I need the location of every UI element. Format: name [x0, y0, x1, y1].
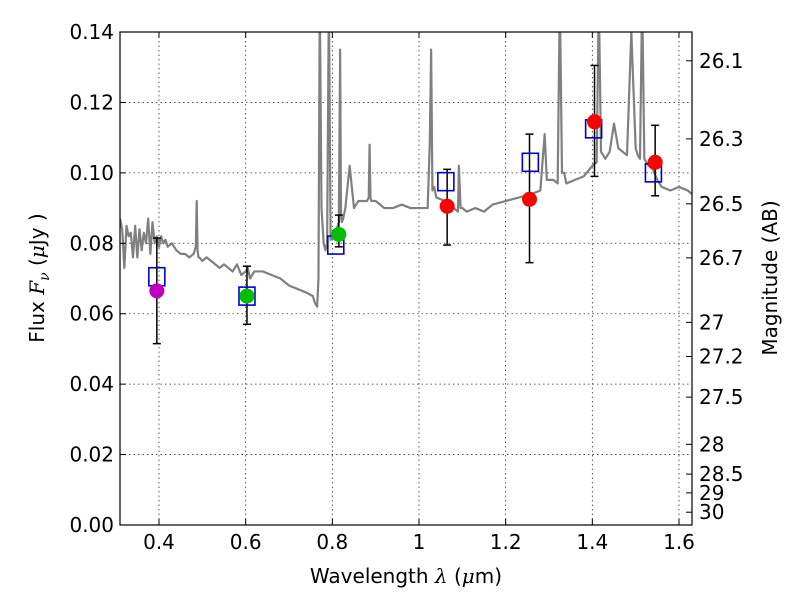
observed-point: [439, 198, 455, 214]
y-label-unit: Jy ): [25, 213, 49, 247]
right-tick-label: 26.7: [699, 246, 744, 270]
model-photometry-square: [437, 171, 455, 192]
y-axis-label: Flux Fν (μJy ): [25, 213, 53, 342]
observed-point: [522, 191, 537, 207]
x-label-text: Wavelength: [310, 564, 435, 588]
y-label-mu: μ: [25, 245, 49, 258]
plot-frame: [119, 31, 693, 526]
right-tick-label: 26.3: [699, 127, 744, 151]
x-label-unit: m): [475, 564, 502, 588]
model-spectrum: [120, 32, 692, 308]
y-tick-label: 0.12: [69, 90, 114, 114]
observed-point: [647, 154, 663, 170]
data-points: [148, 64, 663, 345]
observed-point: [239, 288, 255, 304]
x-tick-label: 1: [413, 530, 426, 554]
right-tick-label: 26.5: [699, 192, 744, 216]
ticks: [120, 31, 692, 526]
x-tick-label: 0.4: [143, 530, 175, 554]
x-tick-label: 1.6: [663, 530, 695, 554]
y-label-subscript: ν: [37, 272, 53, 281]
y-label-paren: (: [25, 258, 49, 272]
right-axis-label: Magnitude (AB): [758, 200, 782, 355]
y-tick-labels: 0.00 0.02 0.04 0.06 0.08 0.10 0.12 0.14: [69, 20, 114, 537]
y-tick-label: 0.10: [69, 161, 114, 185]
observed-point: [587, 114, 602, 130]
y-tick-label: 0.02: [69, 443, 114, 467]
observed-point: [149, 283, 165, 299]
x-tick-labels: 0.4 0.6 0.8 1 1.2 1.4 1.6: [143, 530, 695, 554]
observed-point: [331, 226, 347, 242]
y-label-symbol: F: [25, 280, 49, 296]
right-tick-label: 28.5: [699, 462, 744, 486]
x-label-mu: μ: [462, 564, 475, 588]
x-tick-label: 0.6: [230, 530, 262, 554]
x-tick-label: 1.4: [576, 530, 608, 554]
x-label-symbol: λ: [434, 564, 448, 588]
right-tick-label: 27.5: [699, 385, 744, 409]
x-tick-label: 0.8: [316, 530, 348, 554]
model-photometry-square: [238, 286, 256, 306]
right-tick-label: 29: [699, 481, 724, 505]
y-tick-label: 0.04: [69, 372, 114, 396]
right-tick-label: 26.1: [699, 49, 744, 73]
x-axis-label: Wavelength λ (μm): [310, 564, 502, 588]
right-tick-label: 27.2: [699, 344, 744, 368]
model-photometry-square: [521, 152, 540, 173]
x-label-paren: (: [448, 564, 462, 588]
y-tick-label: 0.00: [69, 513, 114, 537]
right-tick-label: 28: [699, 432, 724, 456]
right-tick-label: 27: [699, 310, 724, 334]
y-tick-label: 0.14: [69, 20, 114, 44]
x-tick-label: 1.2: [490, 530, 522, 554]
y-tick-label: 0.06: [69, 302, 114, 326]
right-tick-label: 30: [699, 500, 724, 524]
y-label-text: Flux: [25, 295, 49, 343]
y-tick-label: 0.08: [69, 231, 114, 255]
model-spectrum-line: [120, 32, 692, 308]
